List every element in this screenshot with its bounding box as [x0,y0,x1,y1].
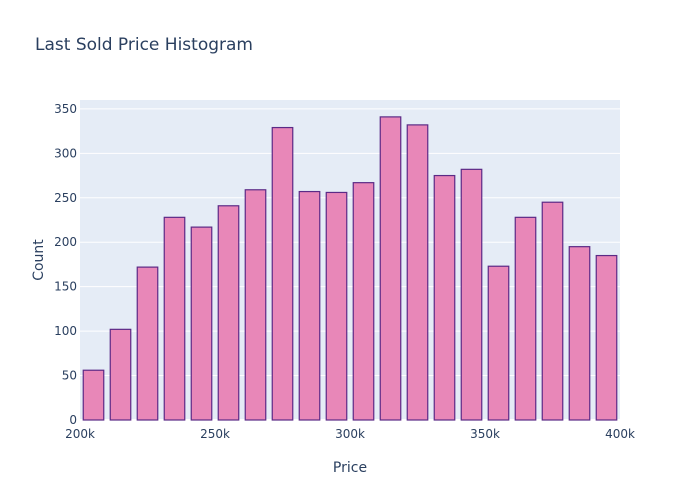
histogram-bar[interactable] [217,205,240,421]
chart-title: Last Sold Price Histogram [35,35,253,55]
y-tick-label: 300 [54,146,77,160]
histogram-bar[interactable] [271,126,294,421]
histogram-bar[interactable] [136,266,159,421]
x-tick-label: 250k [200,427,230,441]
y-tick-label: 200 [54,235,77,249]
x-axis-ticks: 200k 250k 300k 350k 400k [65,427,635,441]
histogram-bar[interactable] [379,116,402,421]
x-tick-label: 200k [65,427,95,441]
y-axis-title: Count [31,239,47,281]
histogram-bar[interactable] [82,369,105,421]
x-tick-label: 350k [470,427,500,441]
histogram-bar[interactable] [109,328,132,421]
y-tick-label: 100 [54,324,77,338]
y-axis-ticks: 0 50 100 150 200 250 300 350 [54,102,77,427]
histogram-bar[interactable] [244,189,267,421]
y-tick-label: 0 [69,413,77,427]
plot-area [80,100,620,420]
x-tick-label: 400k [605,427,635,441]
histogram-bar[interactable] [325,191,348,421]
bars [82,116,618,421]
histogram-bar[interactable] [514,216,537,421]
histogram-bar[interactable] [487,265,510,421]
histogram-bar[interactable] [568,246,591,421]
histogram-bar[interactable] [163,216,186,421]
histogram-bar[interactable] [190,226,213,421]
y-tick-label: 150 [54,280,77,294]
y-tick-label: 50 [62,369,77,383]
x-tick-label: 300k [335,427,365,441]
histogram-bar[interactable] [406,124,429,421]
y-tick-label: 350 [54,102,77,116]
y-tick-label: 250 [54,191,77,205]
histogram-bar[interactable] [433,174,456,421]
histogram-bar[interactable] [298,190,321,421]
x-axis-title: Price [333,460,367,476]
histogram-bar[interactable] [460,168,483,421]
histogram-bar[interactable] [352,182,375,421]
histogram-bar[interactable] [595,254,618,421]
histogram-bar[interactable] [541,201,564,421]
